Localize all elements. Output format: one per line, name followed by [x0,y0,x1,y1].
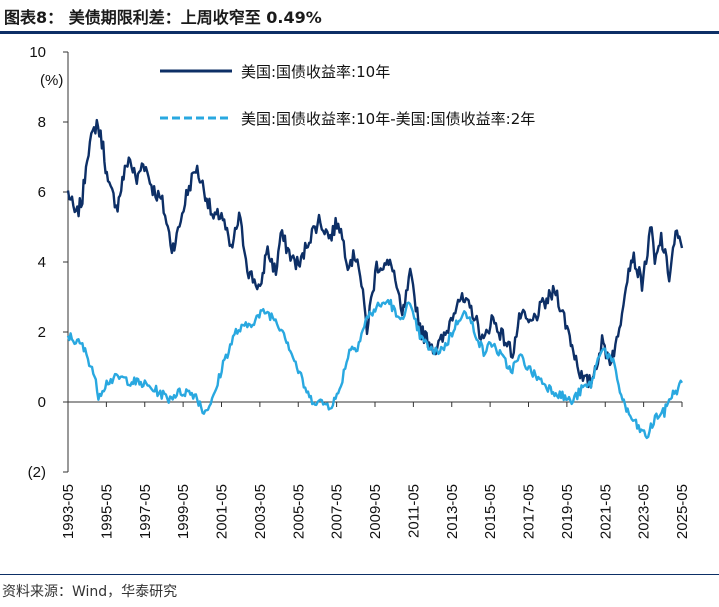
y-tick-label: (2) [28,464,46,481]
x-tick-label: 2007-05 [329,484,346,539]
chart-title: 图表8： 美债期限利差：上周收窄至 0.49% [4,8,322,27]
y-tick-label: 8 [38,114,46,131]
y-tick-label: 0 [38,394,46,411]
series-line-10y-2y-spread [66,298,684,440]
x-tick-label: 2023-05 [636,484,653,539]
x-tick-label: 1993-05 [60,484,77,539]
x-tick-label: 2005-05 [290,484,307,539]
x-tick-label: 2009-05 [367,484,384,539]
x-tick-label: 2019-05 [559,484,576,539]
series-line-10y [66,118,684,389]
legend-label-10y: 美国:国债收益率:10年 [241,63,390,81]
x-tick-label: 1995-05 [98,484,115,539]
treasury-spread-chart: 10 8 6 4 2 0 (2) (%) 1993-05 1995-05 1997-05 1999-0… [28,44,691,539]
y-tick-label: 10 [29,44,46,61]
x-tick-label: 2025-05 [674,484,691,539]
x-tick-label: 2011-05 [405,484,422,538]
x-tick-label: 2013-05 [444,484,461,539]
x-tick-label: 2015-05 [482,484,499,539]
x-tick-label: 1997-05 [137,484,154,539]
x-tick-label: 2001-05 [214,484,231,539]
y-tick-label: 4 [38,254,46,271]
header-rule [0,31,719,34]
x-tick-label: 2017-05 [521,484,538,539]
y-tick-label: 6 [38,184,46,201]
x-tick-label: 2021-05 [597,484,614,539]
y-unit-label: (%) [40,72,63,89]
source-note: 资料来源：Wind，华泰研究 [2,584,178,600]
x-tick-label: 2003-05 [252,484,269,539]
y-tick-label: 2 [38,324,46,341]
legend-label-spread: 美国:国债收益率:10年-美国:国债收益率:2年 [241,110,535,128]
x-tick-label: 1999-05 [175,484,192,539]
footer-rule [0,574,719,575]
